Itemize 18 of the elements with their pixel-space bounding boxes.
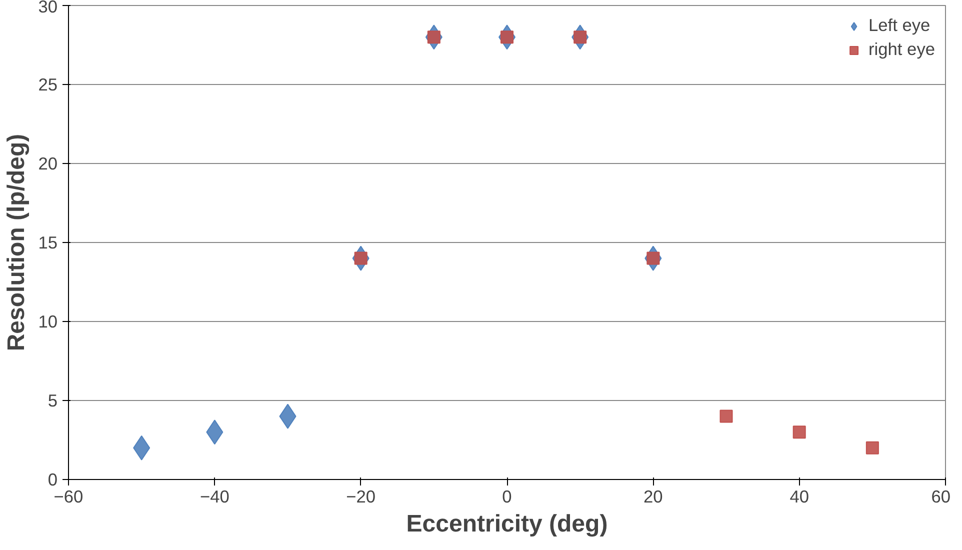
x-tick-label: 40 <box>790 486 809 506</box>
y-tick-label: 25 <box>38 74 58 94</box>
y-axis-title: Resolution (lp/deg) <box>3 134 30 352</box>
x-tick-label: 0 <box>502 486 512 506</box>
legend-label: Left eye <box>868 15 930 36</box>
y-tick-label: 5 <box>48 390 58 410</box>
x-tick-label: 60 <box>931 486 951 506</box>
x-tick-label: 20 <box>644 486 663 506</box>
x-tick-label: −60 <box>54 486 84 506</box>
y-tick-label: 10 <box>38 312 58 332</box>
y-tick-label: 20 <box>38 154 58 174</box>
y-tick-label: 15 <box>38 232 58 252</box>
y-tick-label: 30 <box>38 0 58 16</box>
legend-label: right eye <box>868 39 935 60</box>
y-tick-label: 0 <box>48 470 58 490</box>
x-tick-label: −40 <box>200 486 230 506</box>
x-tick-label: −20 <box>346 486 376 506</box>
x-axis-title: Eccentricity (deg) <box>406 510 608 538</box>
